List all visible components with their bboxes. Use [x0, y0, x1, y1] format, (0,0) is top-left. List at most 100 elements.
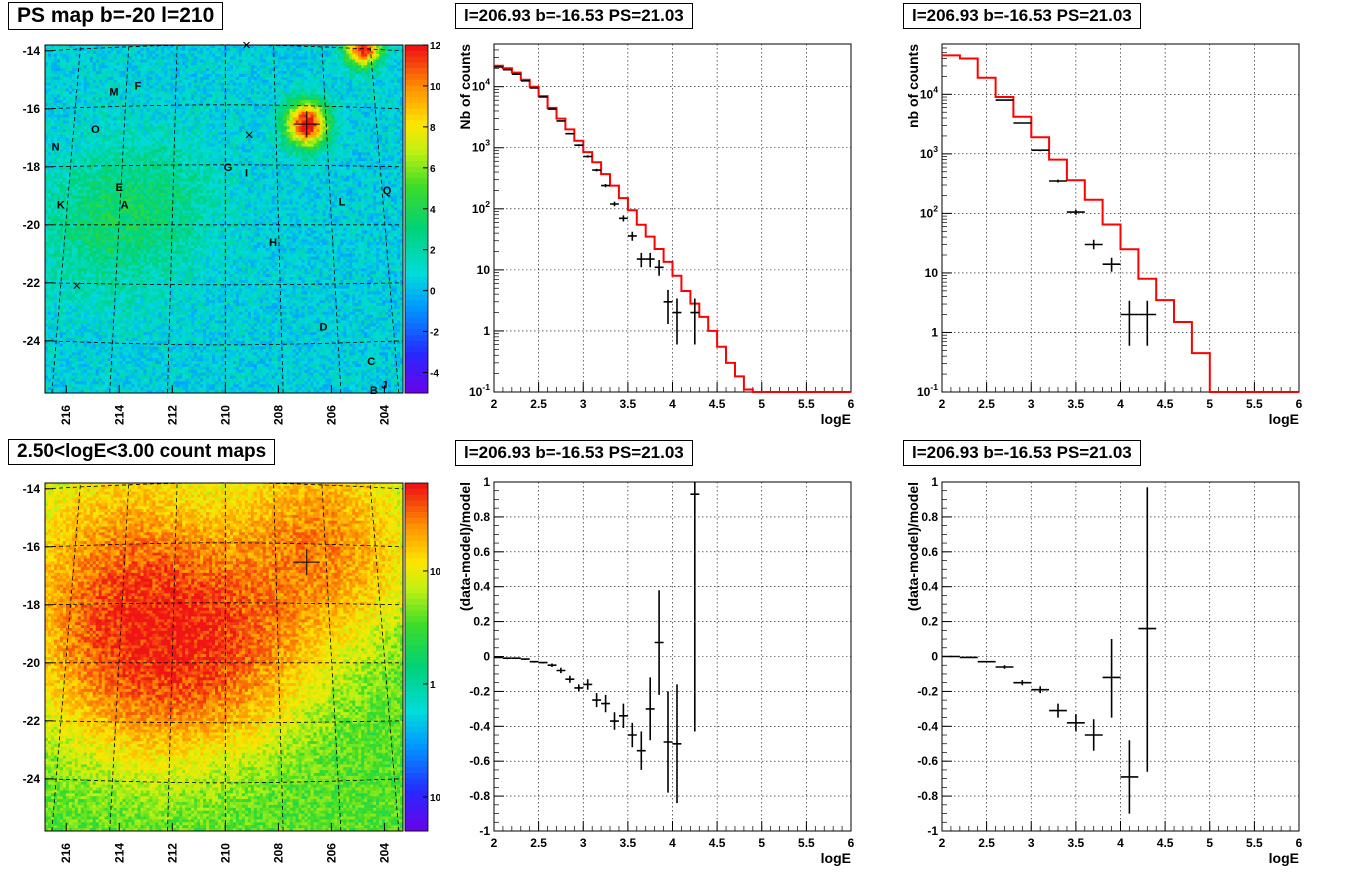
y-tick-label: 0.4 — [473, 580, 490, 594]
y-tick-label: 102 — [472, 199, 490, 216]
colorbar-tick-label: 2 — [430, 246, 436, 257]
data-point — [636, 731, 646, 770]
data-point — [538, 661, 548, 664]
x-tick-label: 204 — [377, 405, 391, 425]
data-point — [1084, 239, 1103, 250]
y-tick-label: 10-1 — [917, 382, 938, 399]
y-tick-label: -16 — [23, 540, 41, 554]
y-tick-label: 1 — [483, 475, 490, 489]
colorbar-swatch — [405, 155, 428, 162]
colorbar-swatch — [405, 62, 428, 69]
data-point — [1049, 179, 1067, 183]
residual-panel-1: 2 2.5 3 3.5 4 4.5 5 5.5 6 -1 -0.8 -0.6 -0.4 -0.2 0 0.2 0… — [450, 438, 890, 876]
colorbar-swatch — [405, 662, 428, 670]
y-tick-label: -1 — [479, 824, 490, 838]
colorbar-swatch — [405, 517, 428, 525]
y-axis-label: (data-model)/model — [905, 482, 921, 611]
heatmap-grid — [44, 44, 404, 394]
colorbar-swatch — [405, 79, 428, 87]
residual-chart-1: 2 2.5 3 3.5 4 4.5 5 5.5 6 -1 -0.8 -0.6 -0.4 -0.2 0 0.2 0… — [457, 475, 855, 866]
count-map-panel: 216 214 212 210 208 206 204 -14 -16 -18 -20 -22 -24 1… — [0, 438, 440, 876]
colorbar-tick-label: 10 — [430, 82, 440, 93]
x-tick-label: 5.5 — [798, 836, 815, 850]
colorbar-swatch — [405, 381, 428, 388]
x-tick-label: 210 — [218, 405, 232, 425]
data-point — [502, 68, 512, 71]
colorbar-swatch — [405, 512, 428, 519]
x-axis-label: logE — [1269, 850, 1299, 866]
spectrum-1-title: l=206.93 b=-16.53 PS=21.03 — [455, 3, 693, 29]
data-point — [610, 201, 619, 207]
colorbar-swatch — [405, 137, 428, 145]
colorbar-swatch — [405, 387, 428, 394]
colorbar-swatch — [405, 190, 428, 197]
data-point — [494, 66, 503, 68]
y-tick-label: -0.2 — [917, 684, 938, 698]
colorbar-swatch — [405, 248, 428, 255]
colorbar-swatch — [405, 195, 428, 203]
colorbar-swatch — [405, 761, 428, 768]
colorbar-swatch — [405, 709, 428, 716]
grid-line-l — [167, 44, 178, 394]
data-point — [1031, 686, 1050, 694]
colorbar-swatch — [405, 172, 428, 179]
x-tick-label: 4 — [1117, 397, 1124, 411]
x-tick-label: 206 — [324, 405, 338, 425]
colorbar-swatch — [405, 610, 428, 617]
heatmap-grid — [44, 482, 404, 832]
grid-line-b — [44, 340, 404, 346]
colorbar-swatch — [405, 375, 428, 382]
y-tick-label: 10-1 — [469, 382, 490, 399]
model-step-line — [494, 64, 851, 393]
data-point — [520, 80, 530, 82]
source-label-B: B — [370, 385, 378, 397]
data-point — [583, 155, 593, 158]
colorbar-swatch — [405, 352, 428, 359]
colorbar-swatch — [405, 593, 428, 600]
data-point — [547, 663, 557, 667]
colorbar-swatch — [405, 541, 428, 548]
data-point — [977, 660, 996, 663]
colorbar-swatch — [405, 604, 428, 612]
grid-line-l — [321, 482, 342, 832]
colorbar-swatch — [405, 535, 428, 542]
x-tick-label: 204 — [377, 843, 391, 863]
data-point — [610, 712, 619, 730]
grid-line-b — [44, 602, 404, 606]
colorbar-swatch — [405, 300, 428, 307]
colorbar-swatch — [405, 236, 428, 243]
data-point — [511, 657, 521, 660]
data-point — [1102, 639, 1121, 718]
colorbar-swatch — [405, 778, 428, 786]
colorbar-tick-label: 12 — [430, 41, 440, 52]
source-label-G: G — [224, 162, 233, 174]
colorbar-swatch — [405, 288, 428, 295]
source-label-E: E — [116, 182, 123, 194]
colorbar-swatch — [405, 732, 428, 739]
colorbar-swatch — [405, 773, 428, 780]
colorbar-swatch — [405, 166, 428, 174]
source-label-I: I — [245, 168, 248, 180]
grid-line-b — [44, 44, 404, 52]
data-point — [574, 144, 584, 147]
data-point — [654, 590, 664, 695]
y-tick-label: -18 — [23, 598, 41, 612]
y-tick-label: 10 — [925, 266, 939, 280]
colorbar-swatch — [405, 680, 428, 687]
y-axis-label: (data-model)/model — [457, 482, 473, 611]
y-tick-label: 0.8 — [921, 510, 938, 524]
colorbar-swatch — [405, 488, 428, 496]
colorbar-swatch — [405, 149, 428, 156]
colorbar-tick-label: 10-1 — [430, 788, 440, 804]
colorbar-swatch — [405, 506, 428, 513]
colorbar-swatch — [405, 494, 428, 501]
data-point — [995, 665, 1014, 669]
colorbar-swatch — [405, 317, 428, 324]
x-tick-label: 6 — [1296, 397, 1303, 411]
source-label-L: L — [339, 197, 346, 209]
colorbar-swatch — [405, 796, 428, 803]
data-point — [511, 73, 521, 75]
y-axis-label: Nb of counts — [457, 44, 473, 130]
y-tick-label: 0.8 — [473, 510, 490, 524]
count-map-title: 2.50<logE<3.00 count maps — [8, 439, 276, 465]
